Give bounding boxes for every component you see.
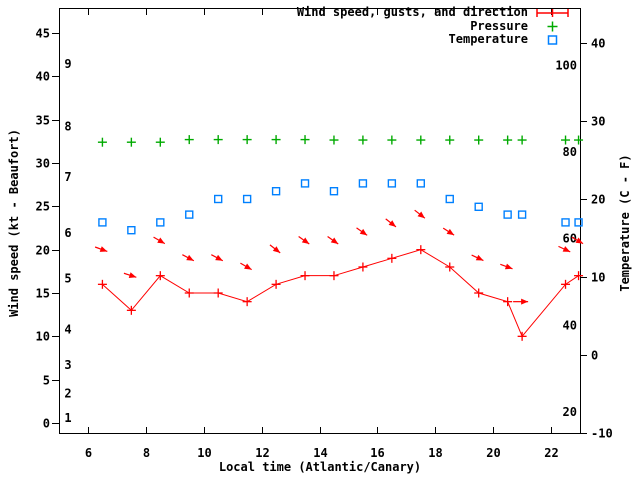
tick-label: 6 <box>64 226 71 240</box>
legend: Wind speed, gusts, and direction Pressur… <box>296 5 528 47</box>
tick-label: 22 <box>544 446 558 460</box>
legend-label-wind: Wind speed, gusts, and direction <box>296 5 528 19</box>
left-y-axis-title: Wind speed (kt - Beaufort) <box>7 129 21 317</box>
legend-label-pressure: Pressure <box>470 18 528 33</box>
tick-label: 35 <box>36 114 50 128</box>
tick-label: 80 <box>563 145 577 159</box>
tick-label: 18 <box>428 446 442 460</box>
tick-label: 40 <box>591 37 605 51</box>
tick-label: 100 <box>555 58 577 72</box>
temperature-series <box>98 179 583 235</box>
legend-markers <box>536 9 569 45</box>
right-axis-ticks: -10 0 10 20 30 40 20 40 60 80 100 <box>555 37 612 441</box>
tick-label: -10 <box>591 427 613 441</box>
tick-label: 30 <box>36 157 50 171</box>
beaufort-labels: 1 2 3 4 5 6 7 8 9 <box>64 57 71 425</box>
wind-gust-arrows <box>94 209 584 305</box>
tick-label: 40 <box>36 70 50 84</box>
tick-label: 20 <box>36 244 50 258</box>
tick-label: 16 <box>370 446 384 460</box>
tick-label: 20 <box>563 405 577 419</box>
tick-label: 12 <box>255 446 269 460</box>
tick-label: 10 <box>36 330 50 344</box>
tick-label: 20 <box>591 193 605 207</box>
tick-label: 14 <box>313 446 327 460</box>
tick-label: 60 <box>563 232 577 246</box>
tick-label: 5 <box>64 271 71 285</box>
tick-label: 0 <box>43 417 50 431</box>
tick-label: 7 <box>64 170 71 184</box>
tick-label: 8 <box>64 120 71 134</box>
tick-label: 0 <box>591 349 598 363</box>
tick-label: 15 <box>36 287 50 301</box>
tick-label: 10 <box>591 271 605 285</box>
tick-label: 40 <box>563 318 577 332</box>
legend-label-temperature: Temperature <box>448 32 528 46</box>
tick-label: 2 <box>64 387 71 401</box>
tick-label: 8 <box>143 446 150 460</box>
x-axis-title: Local time (Atlantic/Canary) <box>218 460 422 474</box>
tick-label: 20 <box>486 446 500 460</box>
plot-border <box>59 8 581 434</box>
wind-speed-series <box>97 245 584 341</box>
tick-label: 1 <box>64 411 71 425</box>
right-y-axis-title: Temperature (C - F) <box>618 154 632 292</box>
tick-label: 5 <box>43 374 50 388</box>
tick-label: 6 <box>85 446 92 460</box>
tick-label: 9 <box>64 57 71 71</box>
left-axis-ticks: 0 5 10 15 20 25 30 35 40 45 <box>36 27 59 431</box>
tick-label: 45 <box>36 27 50 41</box>
tick-label: 30 <box>591 115 605 129</box>
tick-label: 10 <box>197 446 211 460</box>
pressure-series <box>97 135 584 147</box>
tick-label: 4 <box>64 322 71 336</box>
x-axis-ticks: 6 8 10 12 14 16 18 20 22 <box>85 9 559 460</box>
tick-label: 25 <box>36 200 50 214</box>
tick-label: 3 <box>64 358 71 372</box>
